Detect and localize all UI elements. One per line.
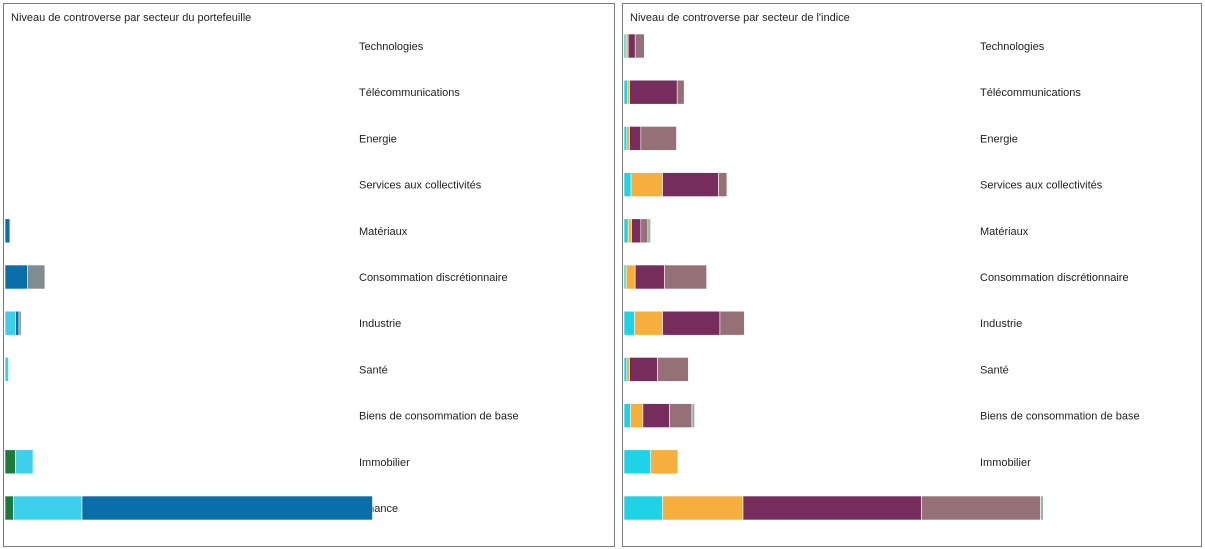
bar-segment <box>627 33 636 59</box>
bar-segment <box>627 79 630 105</box>
bar-segment <box>623 33 627 59</box>
category-label: Santé <box>359 364 388 376</box>
category-label: Santé <box>980 364 1009 376</box>
portfolio-chart-panel: Niveau de controverse par secteur du por… <box>3 3 615 547</box>
bar-segment <box>629 126 642 151</box>
bar-segment <box>623 357 628 382</box>
bar-segment <box>676 79 685 105</box>
bar-segment <box>691 403 696 428</box>
category-label: Industrie <box>980 318 1022 330</box>
bar-segment <box>629 357 658 382</box>
bar-segment <box>718 172 728 197</box>
bar-segment <box>650 449 679 475</box>
bar-segment <box>4 495 14 521</box>
bar-segment <box>634 33 645 59</box>
bar-segment <box>634 264 665 290</box>
bar-segment <box>642 403 670 428</box>
category-label: Biens de consommation de base <box>359 411 519 423</box>
category-label: Télécommunications <box>980 87 1081 99</box>
bar-segment <box>626 357 630 382</box>
bar-segment <box>623 172 632 197</box>
category-label: Matériaux <box>980 226 1029 238</box>
bar-segment <box>27 264 46 290</box>
bar-segment <box>662 310 721 336</box>
bar-segment <box>630 172 663 197</box>
bar-segment <box>623 79 628 105</box>
bar-segment <box>657 357 689 382</box>
bar-segment <box>623 403 631 428</box>
bar-segment <box>742 495 922 521</box>
category-label: Biens de consommation de base <box>980 411 1140 423</box>
bar-segment <box>4 218 11 244</box>
bar-segment <box>623 310 635 336</box>
category-label: Consommation discrétionnaire <box>359 272 508 284</box>
bar-segment <box>15 449 34 475</box>
bar-segment <box>640 218 649 244</box>
category-label: Technologies <box>980 41 1045 53</box>
bar-segment <box>13 495 83 521</box>
bar-segment <box>4 357 9 382</box>
category-label: Services aux collectivités <box>980 180 1103 192</box>
category-label: Immobilier <box>980 457 1031 469</box>
bar-segment <box>4 310 16 336</box>
category-label: Industrie <box>359 318 401 330</box>
category-label: Services aux collectivités <box>359 180 482 192</box>
chart-title: Niveau de controverse par secteur de l'i… <box>630 12 850 24</box>
bar-segment <box>662 495 744 521</box>
index-chart-svg: Technologies Télécommunications Energie Ser… <box>623 33 1140 521</box>
bar-segment <box>669 403 693 428</box>
bar-segment <box>631 218 642 244</box>
portfolio-chart-svg: Technologies Télécommunications Energie Ser… <box>4 41 519 521</box>
index-chart-panel: Niveau de controverse par secteur de l'i… <box>622 3 1202 547</box>
bar-segment <box>640 126 677 151</box>
category-label: Télécommunications <box>359 87 460 99</box>
category-label: Technologies <box>359 41 424 53</box>
category-label: Immobilier <box>359 457 410 469</box>
bar-segment <box>719 310 745 336</box>
bar-segment <box>625 33 629 59</box>
category-label: Energie <box>359 133 397 145</box>
bar-segment <box>629 79 678 105</box>
bar-segment <box>626 126 630 151</box>
bar-segment <box>4 449 16 475</box>
bar-segment <box>15 310 20 336</box>
bar-segment <box>625 264 636 290</box>
bar-segment <box>623 126 628 151</box>
bar-segment <box>647 218 651 244</box>
bar-segment <box>81 495 373 521</box>
bar-segment <box>4 264 28 290</box>
bar-segment <box>623 449 651 475</box>
chart-title: Niveau de controverse par secteur du por… <box>11 12 252 24</box>
bar-segment <box>634 310 663 336</box>
category-label: Consommation discrétionnaire <box>980 272 1129 284</box>
bar-segment <box>623 264 627 290</box>
bar-segment <box>1040 495 1044 521</box>
bar-segment <box>18 310 22 336</box>
bar-segment <box>664 264 707 290</box>
bar-segment <box>630 403 644 428</box>
bar-segment <box>623 495 663 521</box>
category-label: Matériaux <box>359 226 408 238</box>
bar-segment <box>627 218 632 244</box>
category-label: Energie <box>980 133 1018 145</box>
bar-segment <box>623 218 629 244</box>
bar-segment <box>662 172 719 197</box>
bar-segment <box>921 495 1041 521</box>
